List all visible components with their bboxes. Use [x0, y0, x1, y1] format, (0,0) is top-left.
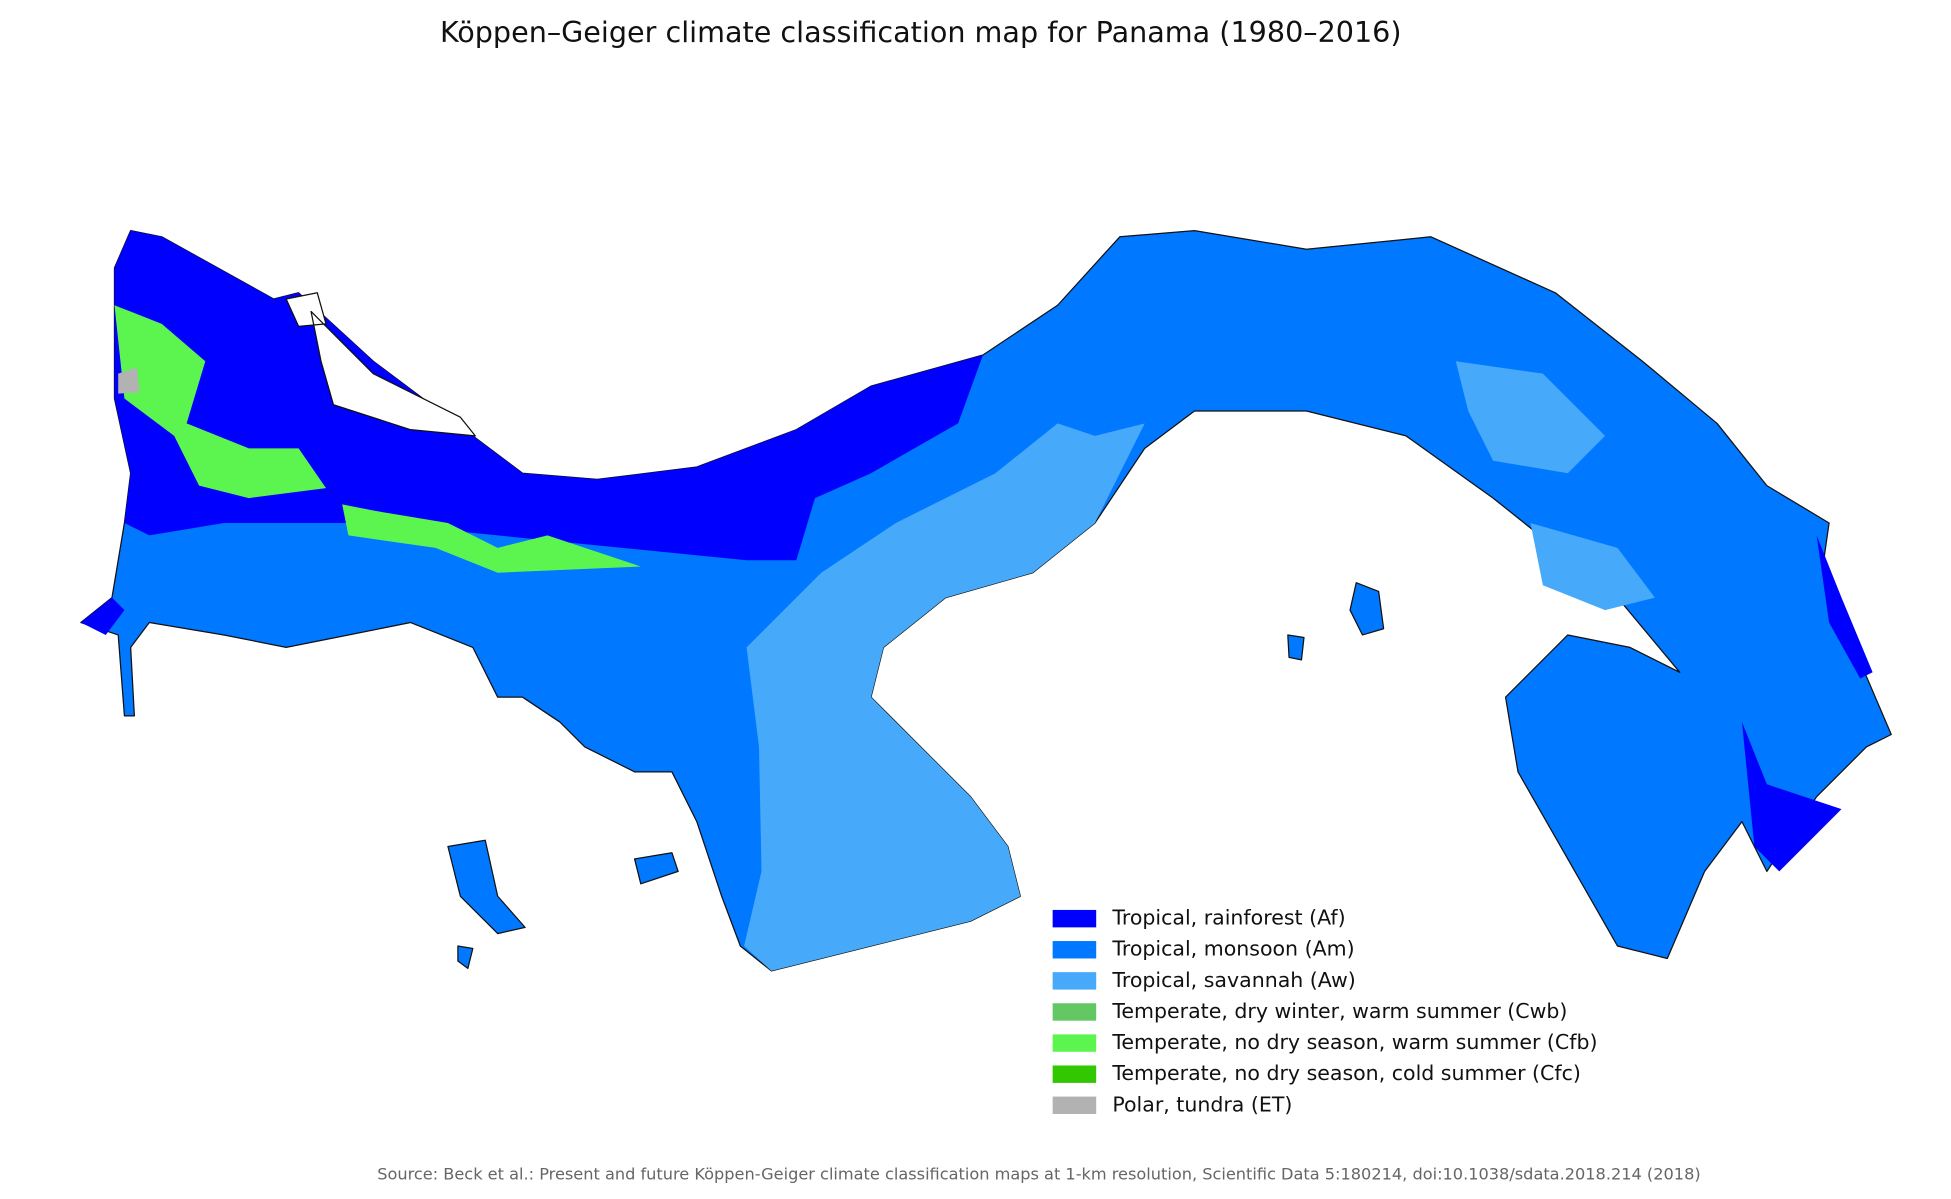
legend-swatch	[1052, 941, 1097, 959]
tundra-zone	[118, 367, 140, 394]
source-note: Source: Beck et al.: Present and future …	[377, 1164, 1700, 1183]
legend: Tropical, rainforest (Af) Tropical, monso…	[1052, 906, 1597, 1116]
legend-label: Tropical, monsoon (Am)	[1111, 937, 1354, 961]
legend-label: Temperate, no dry season, warm summer (C…	[1111, 1030, 1597, 1054]
rainforest-zone	[114, 230, 983, 561]
legend-label: Tropical, savannah (Aw)	[1111, 968, 1355, 992]
legend-label: Tropical, rainforest (Af)	[1111, 906, 1345, 930]
lagoon	[285, 292, 476, 437]
island	[447, 582, 1385, 970]
legend-swatch	[1052, 1065, 1097, 1083]
legend-label: Temperate, dry winter, warm summer (Cwb)	[1111, 999, 1567, 1023]
legend-label: Temperate, no dry season, cold summer (C…	[1111, 1061, 1581, 1085]
legend-swatch	[1052, 1096, 1097, 1115]
map-title: Köppen–Geiger climate classification map…	[440, 15, 1402, 49]
legend-swatch	[1052, 1034, 1097, 1052]
panama-map	[80, 229, 1892, 972]
temperate-zone	[114, 305, 641, 573]
mainland	[80, 229, 1892, 972]
savannah-zone	[1455, 361, 1655, 611]
legend-swatch	[1052, 972, 1097, 990]
savannah-zone	[744, 423, 1145, 971]
legend-swatch	[1052, 1003, 1097, 1021]
legend-swatch	[1052, 909, 1097, 928]
legend-label: Polar, tundra (ET)	[1112, 1092, 1292, 1116]
